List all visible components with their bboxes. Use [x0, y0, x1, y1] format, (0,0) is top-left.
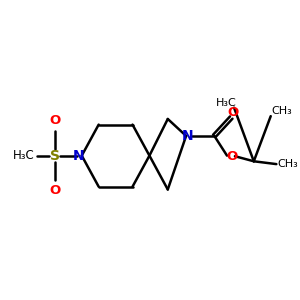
Text: O: O: [49, 114, 61, 128]
Text: CH₃: CH₃: [278, 159, 298, 169]
Text: N: N: [73, 148, 85, 163]
Text: CH₃: CH₃: [272, 106, 292, 116]
Text: N: N: [182, 129, 193, 143]
Text: O: O: [227, 106, 238, 119]
Text: O: O: [226, 150, 238, 163]
Text: H₃C: H₃C: [216, 98, 236, 108]
Text: O: O: [49, 184, 61, 197]
Text: S: S: [50, 148, 60, 163]
Text: H₃C: H₃C: [13, 149, 35, 162]
